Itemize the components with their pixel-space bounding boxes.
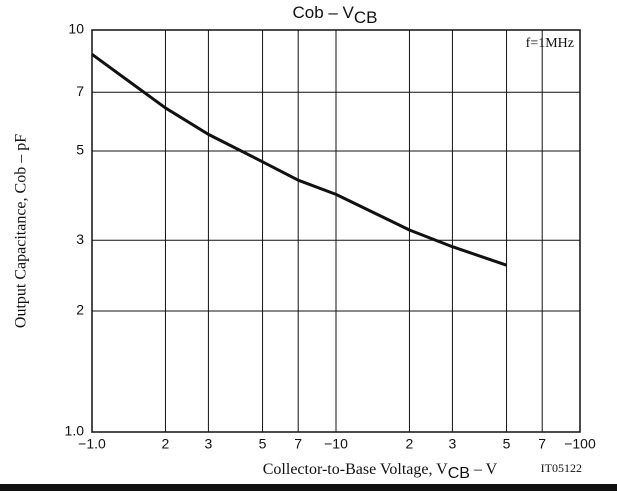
x-tick-label: 3: [449, 436, 457, 452]
y-tick-label: 10: [68, 21, 84, 37]
figure-code: IT05122: [541, 461, 582, 475]
chart-title: Cob – VCB: [292, 3, 377, 27]
x-tick-label: 2: [406, 436, 414, 452]
x-tick-label: 5: [503, 436, 511, 452]
x-tick-label: −100: [564, 436, 596, 452]
x-tick-label: −10: [324, 436, 348, 452]
y-axis-label: Output Capacitance, Cob – pF: [13, 134, 30, 328]
y-tick-label: 7: [76, 83, 84, 99]
title-sub: CB: [354, 8, 378, 27]
x-tick-label: −1.0: [78, 436, 106, 452]
curve: [91, 53, 508, 267]
x-tick-label: 3: [205, 436, 213, 452]
y-tick-label: 5: [76, 142, 84, 158]
x-axis-label: Collector-to-Base Voltage, VCB – V: [263, 461, 498, 483]
xlabel-sub: CB: [448, 465, 470, 482]
annotation: f=1MHz: [526, 36, 574, 51]
y-tick-label: 3: [76, 231, 84, 247]
bottom-rule: [0, 484, 617, 491]
title-main: Cob – V: [292, 3, 354, 22]
x-tick-label: 7: [538, 436, 546, 452]
x-tick-label: 5: [259, 436, 267, 452]
plot-frame: [91, 29, 581, 433]
xlabel-main: Collector-to-Base Voltage, V: [263, 461, 448, 478]
x-tick-label: 7: [294, 436, 302, 452]
x-tick-label: 2: [162, 436, 170, 452]
y-tick-label: 1.0: [65, 423, 85, 439]
y-tick-label: 2: [76, 302, 84, 318]
xlabel-unit: – V: [470, 461, 498, 478]
